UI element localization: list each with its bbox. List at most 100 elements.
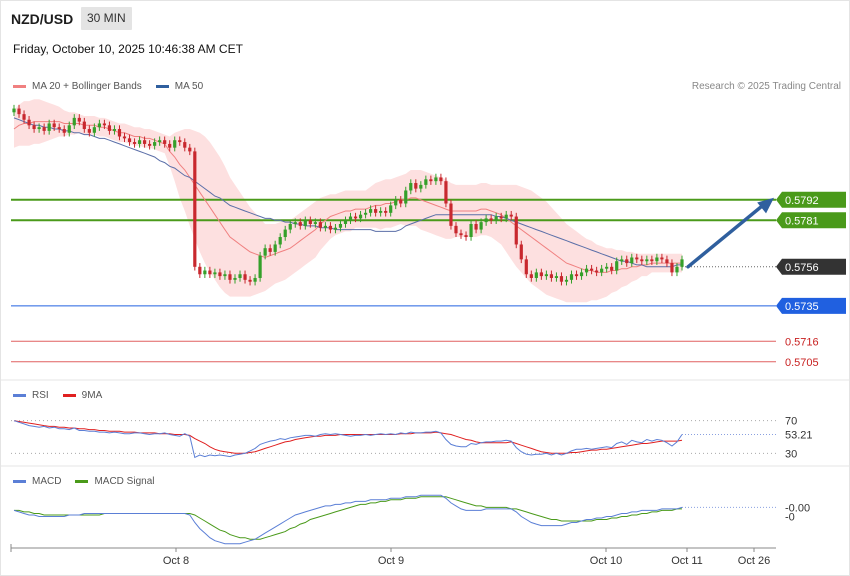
macd-current-label: -0.00: [785, 502, 810, 514]
candle-body: [303, 220, 307, 226]
candle: [288, 220, 292, 234]
ma20-legend-label: MA 20 + Bollinger Bands: [32, 81, 142, 92]
candle: [579, 268, 584, 280]
candle-body: [318, 222, 322, 228]
candle-body: [77, 117, 81, 122]
support-level-tag-3: [776, 297, 846, 314]
candle-body: [92, 127, 96, 133]
candle: [489, 214, 493, 224]
candle-body: [384, 210, 388, 213]
resistance-level-label-1: 0.5781: [785, 215, 819, 227]
macd-signal-legend-label: MACD Signal: [94, 476, 155, 487]
candle-body: [343, 220, 348, 224]
candle: [87, 125, 91, 137]
candle: [660, 253, 664, 264]
candle: [338, 220, 343, 232]
candle-body: [529, 274, 533, 278]
candle: [22, 110, 26, 124]
candle: [213, 268, 217, 278]
candle: [333, 223, 338, 234]
timeframe-badge[interactable]: 30 MIN: [81, 7, 132, 30]
candle-body: [389, 205, 393, 213]
x-tick-label: Oct 26: [738, 555, 770, 567]
candle: [469, 220, 473, 241]
candle-body: [429, 179, 433, 182]
candle: [268, 244, 272, 256]
candle: [444, 177, 448, 208]
candle: [434, 173, 438, 185]
price-legend: MA 20 + Bollinger Bands MA 50: [13, 81, 217, 92]
candle-body: [178, 140, 182, 143]
candle-body: [62, 129, 66, 133]
candle: [258, 251, 262, 282]
ma20-line: [13, 121, 682, 273]
candle-body: [660, 257, 664, 260]
candle: [610, 263, 614, 275]
candle-body: [218, 272, 222, 277]
candle: [559, 272, 564, 286]
candle: [67, 121, 71, 137]
candle-body: [399, 199, 403, 204]
candle: [564, 276, 569, 286]
candle: [112, 125, 117, 135]
candle: [158, 136, 162, 146]
candle-body: [524, 259, 528, 275]
candle: [278, 233, 282, 249]
candle-body: [670, 263, 674, 273]
candle-body: [333, 227, 338, 230]
candle: [670, 259, 674, 277]
candle-body: [464, 235, 468, 238]
candle: [323, 222, 327, 232]
candle: [650, 255, 654, 265]
candle: [584, 264, 589, 277]
candle-body: [263, 248, 267, 256]
candle: [635, 253, 639, 264]
candle-body: [615, 261, 619, 271]
candle: [163, 136, 167, 148]
candle: [595, 266, 599, 277]
candle-body: [243, 274, 247, 280]
minor-level-label-5: 0.5705: [785, 357, 819, 369]
candle: [419, 181, 423, 193]
candle-body: [72, 117, 76, 126]
research-credit: Research © 2025 Trading Central: [691, 81, 841, 92]
candle: [313, 218, 317, 228]
candle: [77, 114, 81, 126]
candle-body: [554, 276, 559, 278]
candle-body: [137, 140, 142, 144]
resistance-level-tag-0: [776, 191, 846, 208]
candle: [52, 119, 56, 131]
candle-body: [32, 125, 36, 130]
candle: [534, 268, 538, 282]
candle: [348, 212, 353, 224]
candle: [479, 218, 483, 234]
candle: [449, 199, 453, 230]
candle-body: [579, 272, 584, 277]
candle-body: [338, 223, 343, 228]
candle: [127, 134, 132, 146]
candle-body: [198, 266, 202, 275]
ma50-legend-label: MA 50: [174, 81, 204, 92]
candle: [72, 114, 76, 130]
datetime-label: Friday, October 10, 2025 10:46:38 AM CET: [13, 42, 243, 56]
candle-body: [630, 257, 634, 264]
candle-body: [469, 223, 473, 238]
candle: [620, 255, 624, 265]
candle-body: [600, 268, 604, 273]
candle: [318, 218, 322, 232]
candle: [142, 136, 147, 148]
candle: [97, 119, 101, 131]
candle: [484, 214, 488, 226]
candle: [414, 179, 418, 193]
candle-body: [293, 222, 297, 224]
candle-body: [223, 274, 227, 277]
candle-body: [544, 274, 548, 277]
candle: [253, 274, 257, 286]
candle-body: [574, 274, 579, 277]
candle-body: [102, 123, 107, 126]
forecast-arrow-shaft: [686, 201, 768, 269]
candle: [439, 173, 443, 185]
candle-body: [379, 210, 383, 213]
candle: [32, 121, 36, 133]
